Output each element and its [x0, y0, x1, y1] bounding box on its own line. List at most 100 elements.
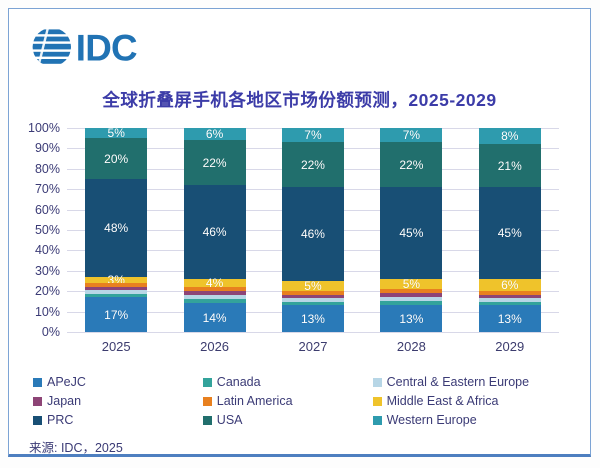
legend-label: Japan: [47, 394, 82, 408]
y-axis-tick-label-90: 90%: [34, 141, 60, 156]
bar-segment-canada-2028: [380, 301, 443, 306]
bar-segment-label: 6%: [501, 278, 519, 293]
source-note: 来源: IDC，2025: [29, 441, 123, 455]
bar-segment-central-eastern-europe-2026: [183, 295, 246, 300]
bar-segment-apejc-2029: 13%: [478, 305, 541, 332]
plot-area: 0% 10% 20% 30% 40% 50% 60% 70% 80% 90% 100% 17% 3% 48…: [28, 121, 559, 339]
y-axis-tick-label-30: 30%: [34, 263, 60, 278]
bar-segment-label: 17%: [104, 307, 129, 322]
bar-segment-label: 4%: [205, 276, 224, 291]
bar-2029: 13% 6% 45% 21% 8%: [478, 128, 541, 332]
legend-swatch-icon: [33, 377, 42, 387]
bar-segment-latin-america-2026: [183, 287, 246, 292]
bar-segment-western-europe-2026: 6%: [183, 127, 246, 142]
bar-segment-label: 7%: [304, 128, 322, 143]
legend-swatch-icon: [202, 415, 212, 425]
legend-label: APeJC: [47, 375, 86, 389]
bar-segment-canada-2025: [85, 293, 148, 298]
legend-item-prc: PRC: [33, 413, 203, 427]
bar-segment-central-eastern-europe-2029: [478, 298, 541, 302]
gridline-0: [67, 332, 559, 333]
bar-segment-prc-2025: 48%: [85, 179, 148, 277]
y-axis-tick-label-80: 80%: [34, 161, 60, 176]
legend-swatch-icon: [202, 377, 212, 387]
y-axis-tick-label-10: 10%: [34, 304, 60, 319]
bar-segment-prc-2027: 46%: [281, 187, 344, 282]
bar-segment-japan-2027: [281, 294, 344, 299]
y-axis-tick-label-40: 40%: [34, 243, 60, 258]
bar-segment-label: 20%: [104, 151, 129, 166]
bar-segment-western-europe-2025: 5%: [85, 126, 148, 141]
legend-swatch-icon: [372, 377, 382, 387]
y-axis-tick-label-20: 20%: [34, 284, 60, 299]
bar-segment-middle-east-africa-2027: 5%: [281, 280, 344, 292]
bar-segment-label: 46%: [202, 225, 227, 240]
bar-segment-usa-2027: 22%: [281, 142, 344, 188]
bar-segment-usa-2026: 22%: [183, 140, 246, 186]
legend-item-latin-america: Latin America: [202, 394, 373, 408]
bar-segment-canada-2027: [281, 301, 344, 306]
x-axis-label-2029: 2029: [495, 339, 525, 354]
bar-segment-middle-east-africa-2026: 4%: [183, 276, 246, 291]
legend-swatch-icon: [372, 415, 382, 425]
bar-segment-label: 45%: [497, 226, 522, 241]
legend-label: Central & Eastern Europe: [386, 375, 530, 389]
x-axis-label-2026: 2026: [200, 339, 230, 354]
y-axis-tick-label-60: 60%: [34, 202, 60, 217]
infographic-card: IDC 全球折叠屏手机各地区市场份额预测，2025-2029 0% 10% 20% 3…: [8, 8, 591, 457]
legend-item-western-europe: Western Europe: [372, 413, 573, 427]
bar-segment-western-europe-2027: 7%: [281, 128, 344, 143]
bar-segment-label: 5%: [107, 126, 125, 141]
bar-2026: 14% 4% 46% 22% 6%: [183, 127, 246, 332]
legend-item-central-eastern-europe: Central & Eastern Europe: [372, 375, 573, 389]
bar-2027: 13% 5% 46% 22% 7%: [281, 128, 344, 332]
legend-swatch-icon: [202, 396, 212, 406]
bar-segment-middle-east-africa-2028: 5%: [380, 277, 443, 292]
bar-segment-japan-2029: [478, 294, 541, 299]
y-axis-tick-label-100: 100%: [28, 121, 60, 135]
legend-label: Latin America: [216, 394, 293, 408]
bar-segment-apejc-2028: 13%: [380, 305, 443, 332]
bar-segment-latin-america-2025: [85, 283, 148, 287]
bar-segment-apejc-2026: 14%: [183, 303, 246, 332]
legend-item-canada: Canada: [202, 375, 373, 389]
legend-label: PRC: [47, 413, 74, 427]
legend-swatch-icon: [372, 396, 382, 406]
bar-segment-label: 7%: [402, 128, 421, 143]
bar-segment-japan-2025: [85, 286, 148, 291]
bar-segment-usa-2029: 21%: [478, 144, 541, 188]
bar-segment-canada-2026: [183, 299, 246, 304]
bar-segment-label: 8%: [501, 129, 519, 144]
legend-label: USA: [216, 413, 243, 427]
x-axis-label-2028: 2028: [396, 339, 426, 354]
bar-segment-prc-2029: 45%: [478, 187, 541, 279]
legend-label: Western Europe: [386, 413, 477, 427]
legend-item-usa: USA: [202, 413, 373, 427]
bar-segment-western-europe-2028: 7%: [380, 128, 443, 143]
legend-label: Canada: [216, 375, 261, 389]
idc-logo-text: IDC: [76, 28, 137, 69]
bar-segment-label: 48%: [104, 221, 129, 236]
legend-label: Middle East & Africa: [386, 394, 499, 408]
x-axis-label-2025: 2025: [101, 339, 131, 354]
bar-segment-label: 14%: [202, 310, 227, 325]
bar-segment-label: 5%: [402, 277, 421, 292]
bar-segment-label: 6%: [205, 127, 224, 142]
bar-segment-usa-2025: 20%: [85, 138, 148, 180]
bar-segment-label: 3%: [107, 273, 125, 288]
bar-segment-central-eastern-europe-2028: [380, 297, 443, 302]
bar-segment-label: 46%: [300, 227, 325, 242]
bar-segment-japan-2026: [183, 291, 246, 296]
bar-segment-central-eastern-europe-2025: [85, 290, 148, 294]
bar-2028: 13% 5% 45% 22% 7%: [380, 128, 443, 332]
chart-title: 全球折叠屏手机各地区市场份额预测，2025-2029: [102, 90, 497, 110]
bar-segment-latin-america-2028: [380, 289, 443, 294]
bar-segment-label: 21%: [497, 158, 522, 173]
legend: APeJC Canada Central & Eastern Europe Japan…: [33, 375, 573, 427]
idc-logo: IDC: [31, 23, 151, 71]
bar-segment-prc-2026: 46%: [183, 185, 246, 279]
bar-segment-canada-2029: [478, 301, 541, 306]
y-axis-tick-label-0: 0%: [41, 325, 60, 339]
bar-segment-prc-2028: 45%: [380, 187, 443, 279]
legend-item-japan: Japan: [33, 394, 203, 408]
